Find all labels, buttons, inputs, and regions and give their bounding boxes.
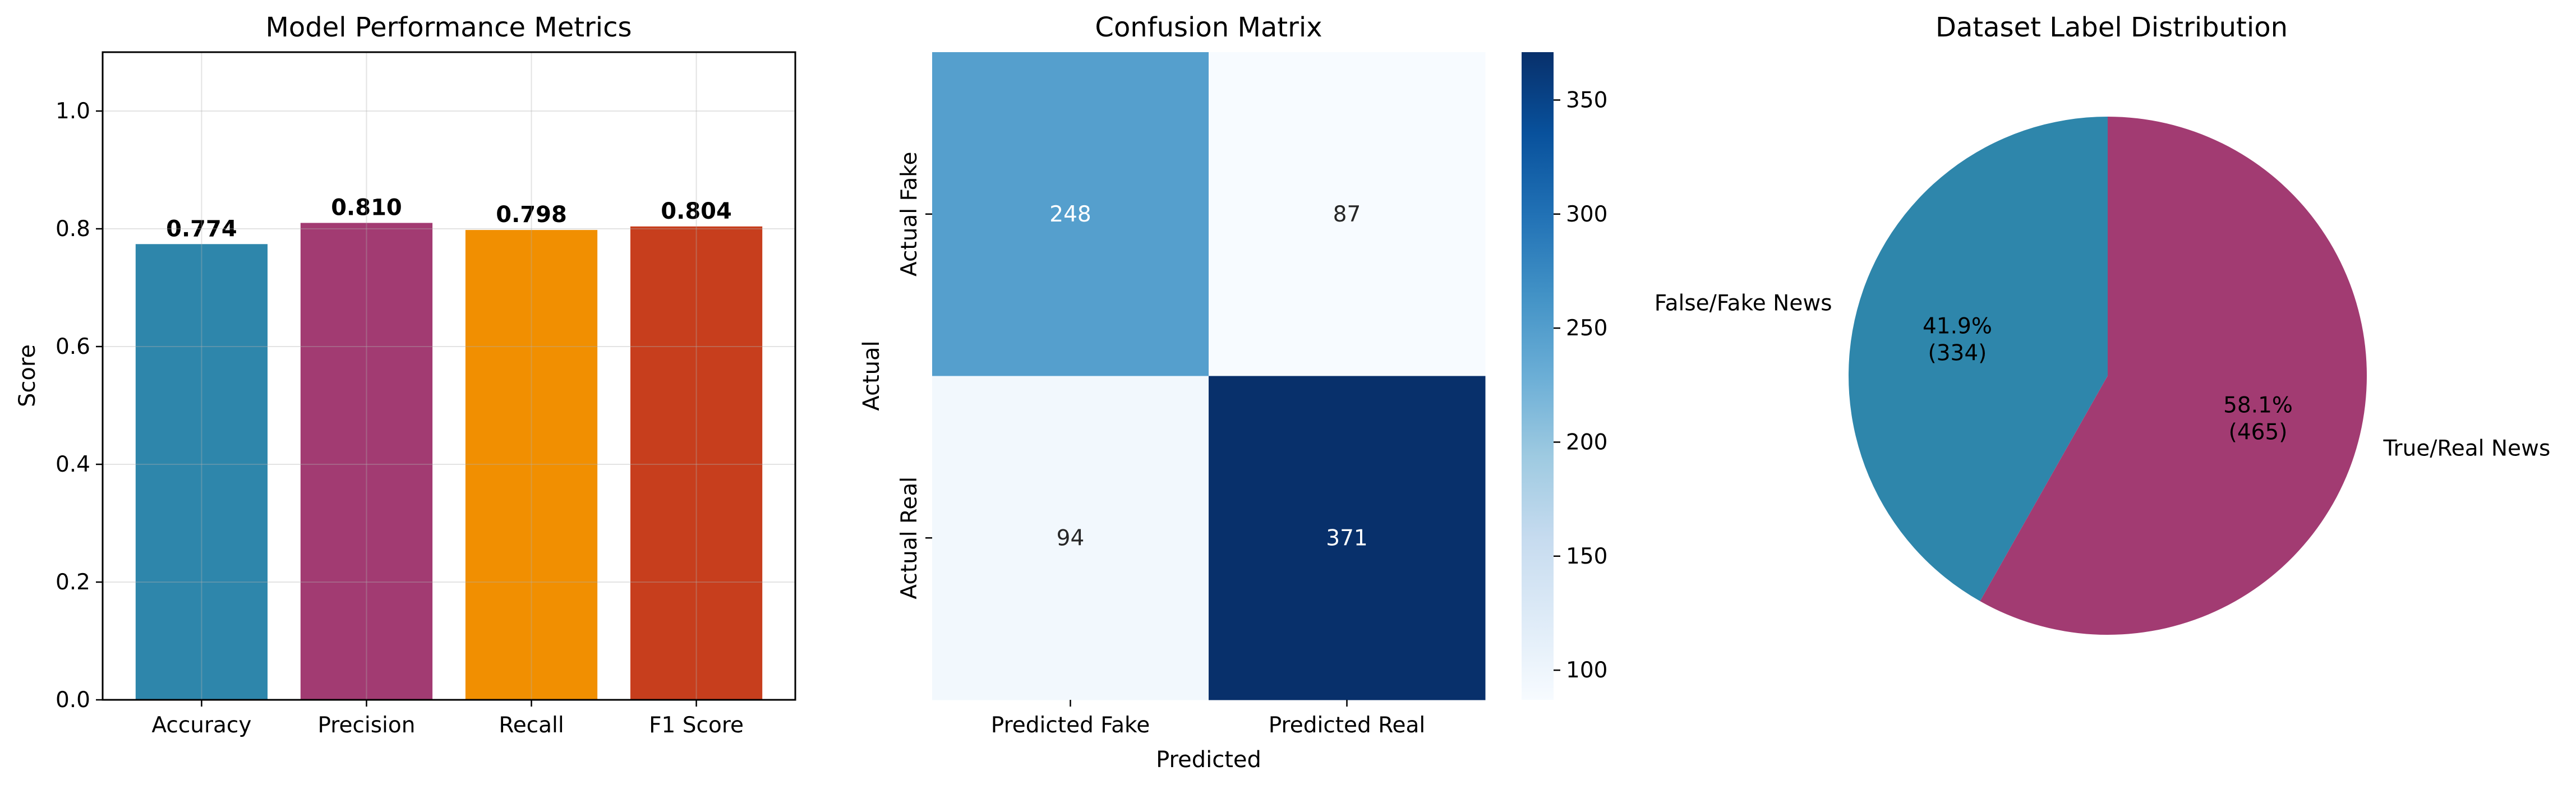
- colorbar-tick-label: 150: [1566, 544, 1607, 569]
- bar-y-tick-label: 0.2: [56, 570, 90, 595]
- heatmap-cells: 248 87 94 371: [932, 52, 1486, 700]
- bar-y-axis: 0.0 0.2 0.4 0.6 0.8 1.0: [56, 99, 103, 713]
- pie-count-label: (465): [2229, 420, 2288, 445]
- pie-slice: [1980, 117, 2367, 635]
- pie-chart-title: Dataset Label Distribution: [1936, 12, 2288, 43]
- heatmap-y-axis: Actual Fake Actual Real: [897, 151, 932, 599]
- bar-y-tick-label: 0.6: [56, 334, 90, 359]
- bar-x-tick-label: Precision: [317, 713, 415, 738]
- colorbar-tick-label: 100: [1566, 658, 1607, 683]
- bar-y-tick-label: 0.8: [56, 216, 90, 242]
- heatmap-cell-value: 371: [1326, 525, 1367, 551]
- heatmap-x-axis: Predicted Fake Predicted Real: [991, 700, 1425, 738]
- heatmap-cell-value: 94: [1057, 525, 1085, 551]
- bar-x-axis: Accuracy Precision Recall F1 Score: [151, 700, 744, 738]
- bar-series: 0.774 0.810 0.798 0.804: [135, 195, 763, 700]
- heatmap-cell-value: 248: [1049, 202, 1091, 227]
- bar-chart-panel: Model Performance Metrics 0.774 0.810 0.79…: [15, 12, 796, 738]
- pie-percent-label: 41.9%: [1923, 313, 1992, 339]
- heatmap-x-tick-label: Predicted Fake: [991, 713, 1150, 738]
- bar-x-tick-label: Accuracy: [151, 713, 251, 738]
- heatmap-panel: Confusion Matrix 248 87 94 371 Predicted Fa…: [859, 12, 1607, 773]
- bar: [135, 244, 268, 700]
- heatmap-cell: [1209, 52, 1486, 376]
- bar-value-label: 0.774: [166, 216, 237, 242]
- bar-x-tick-label: F1 Score: [649, 713, 744, 738]
- bar: [300, 223, 433, 700]
- bar-y-tick-label: 1.0: [56, 99, 90, 124]
- bar-y-tick-label: 0.4: [56, 452, 90, 477]
- bar: [630, 226, 763, 700]
- pie-category-label: False/Fake News: [1655, 291, 1832, 316]
- pie-category-label: True/Real News: [2383, 436, 2550, 461]
- heatmap-cell-value: 87: [1333, 202, 1361, 227]
- colorbar-tick-label: 300: [1566, 202, 1607, 227]
- bar-value-label: 0.810: [331, 195, 402, 221]
- heatmap-cell: [932, 376, 1209, 700]
- heatmap-cell: [932, 52, 1209, 376]
- bar-y-tick-label: 0.0: [56, 688, 90, 713]
- pie-chart-panel: Dataset Label Distribution 41.9%(334) Fal…: [1655, 12, 2550, 635]
- heatmap-x-tick-label: Predicted Real: [1269, 713, 1426, 738]
- bar-x-tick-label: Recall: [499, 713, 564, 738]
- colorbar-tick-label: 350: [1566, 87, 1607, 113]
- heatmap-title: Confusion Matrix: [1095, 12, 1322, 43]
- colorbar-tick-label: 250: [1566, 316, 1607, 341]
- pie-slice: [1849, 117, 2108, 602]
- bar-plot-frame: [102, 51, 796, 701]
- bar-y-axis-label: Score: [15, 344, 40, 407]
- heatmap-y-tick-label: Actual Real: [897, 477, 922, 599]
- bar-chart-title: Model Performance Metrics: [265, 12, 632, 43]
- pie-labels: 41.9%(334) False/Fake News 58.1%(465) True/…: [1655, 291, 2550, 462]
- bar-value-label: 0.804: [661, 199, 732, 224]
- heatmap-x-axis-label: Predicted: [1156, 747, 1261, 773]
- pie-percent-label: 58.1%: [2223, 393, 2293, 418]
- colorbar: [1522, 52, 1554, 700]
- colorbar-tick-label: 200: [1566, 430, 1607, 455]
- heatmap-y-axis-label: Actual: [859, 340, 884, 410]
- colorbar-axis: 100 150 200 250 300 350: [1554, 87, 1607, 683]
- heatmap-cell: [1209, 376, 1486, 700]
- heatmap-y-tick-label: Actual Fake: [897, 151, 922, 276]
- bar-value-label: 0.798: [496, 202, 567, 228]
- pie-count-label: (334): [1928, 340, 1987, 366]
- bar: [465, 230, 598, 700]
- pie-slices: [1849, 117, 2367, 635]
